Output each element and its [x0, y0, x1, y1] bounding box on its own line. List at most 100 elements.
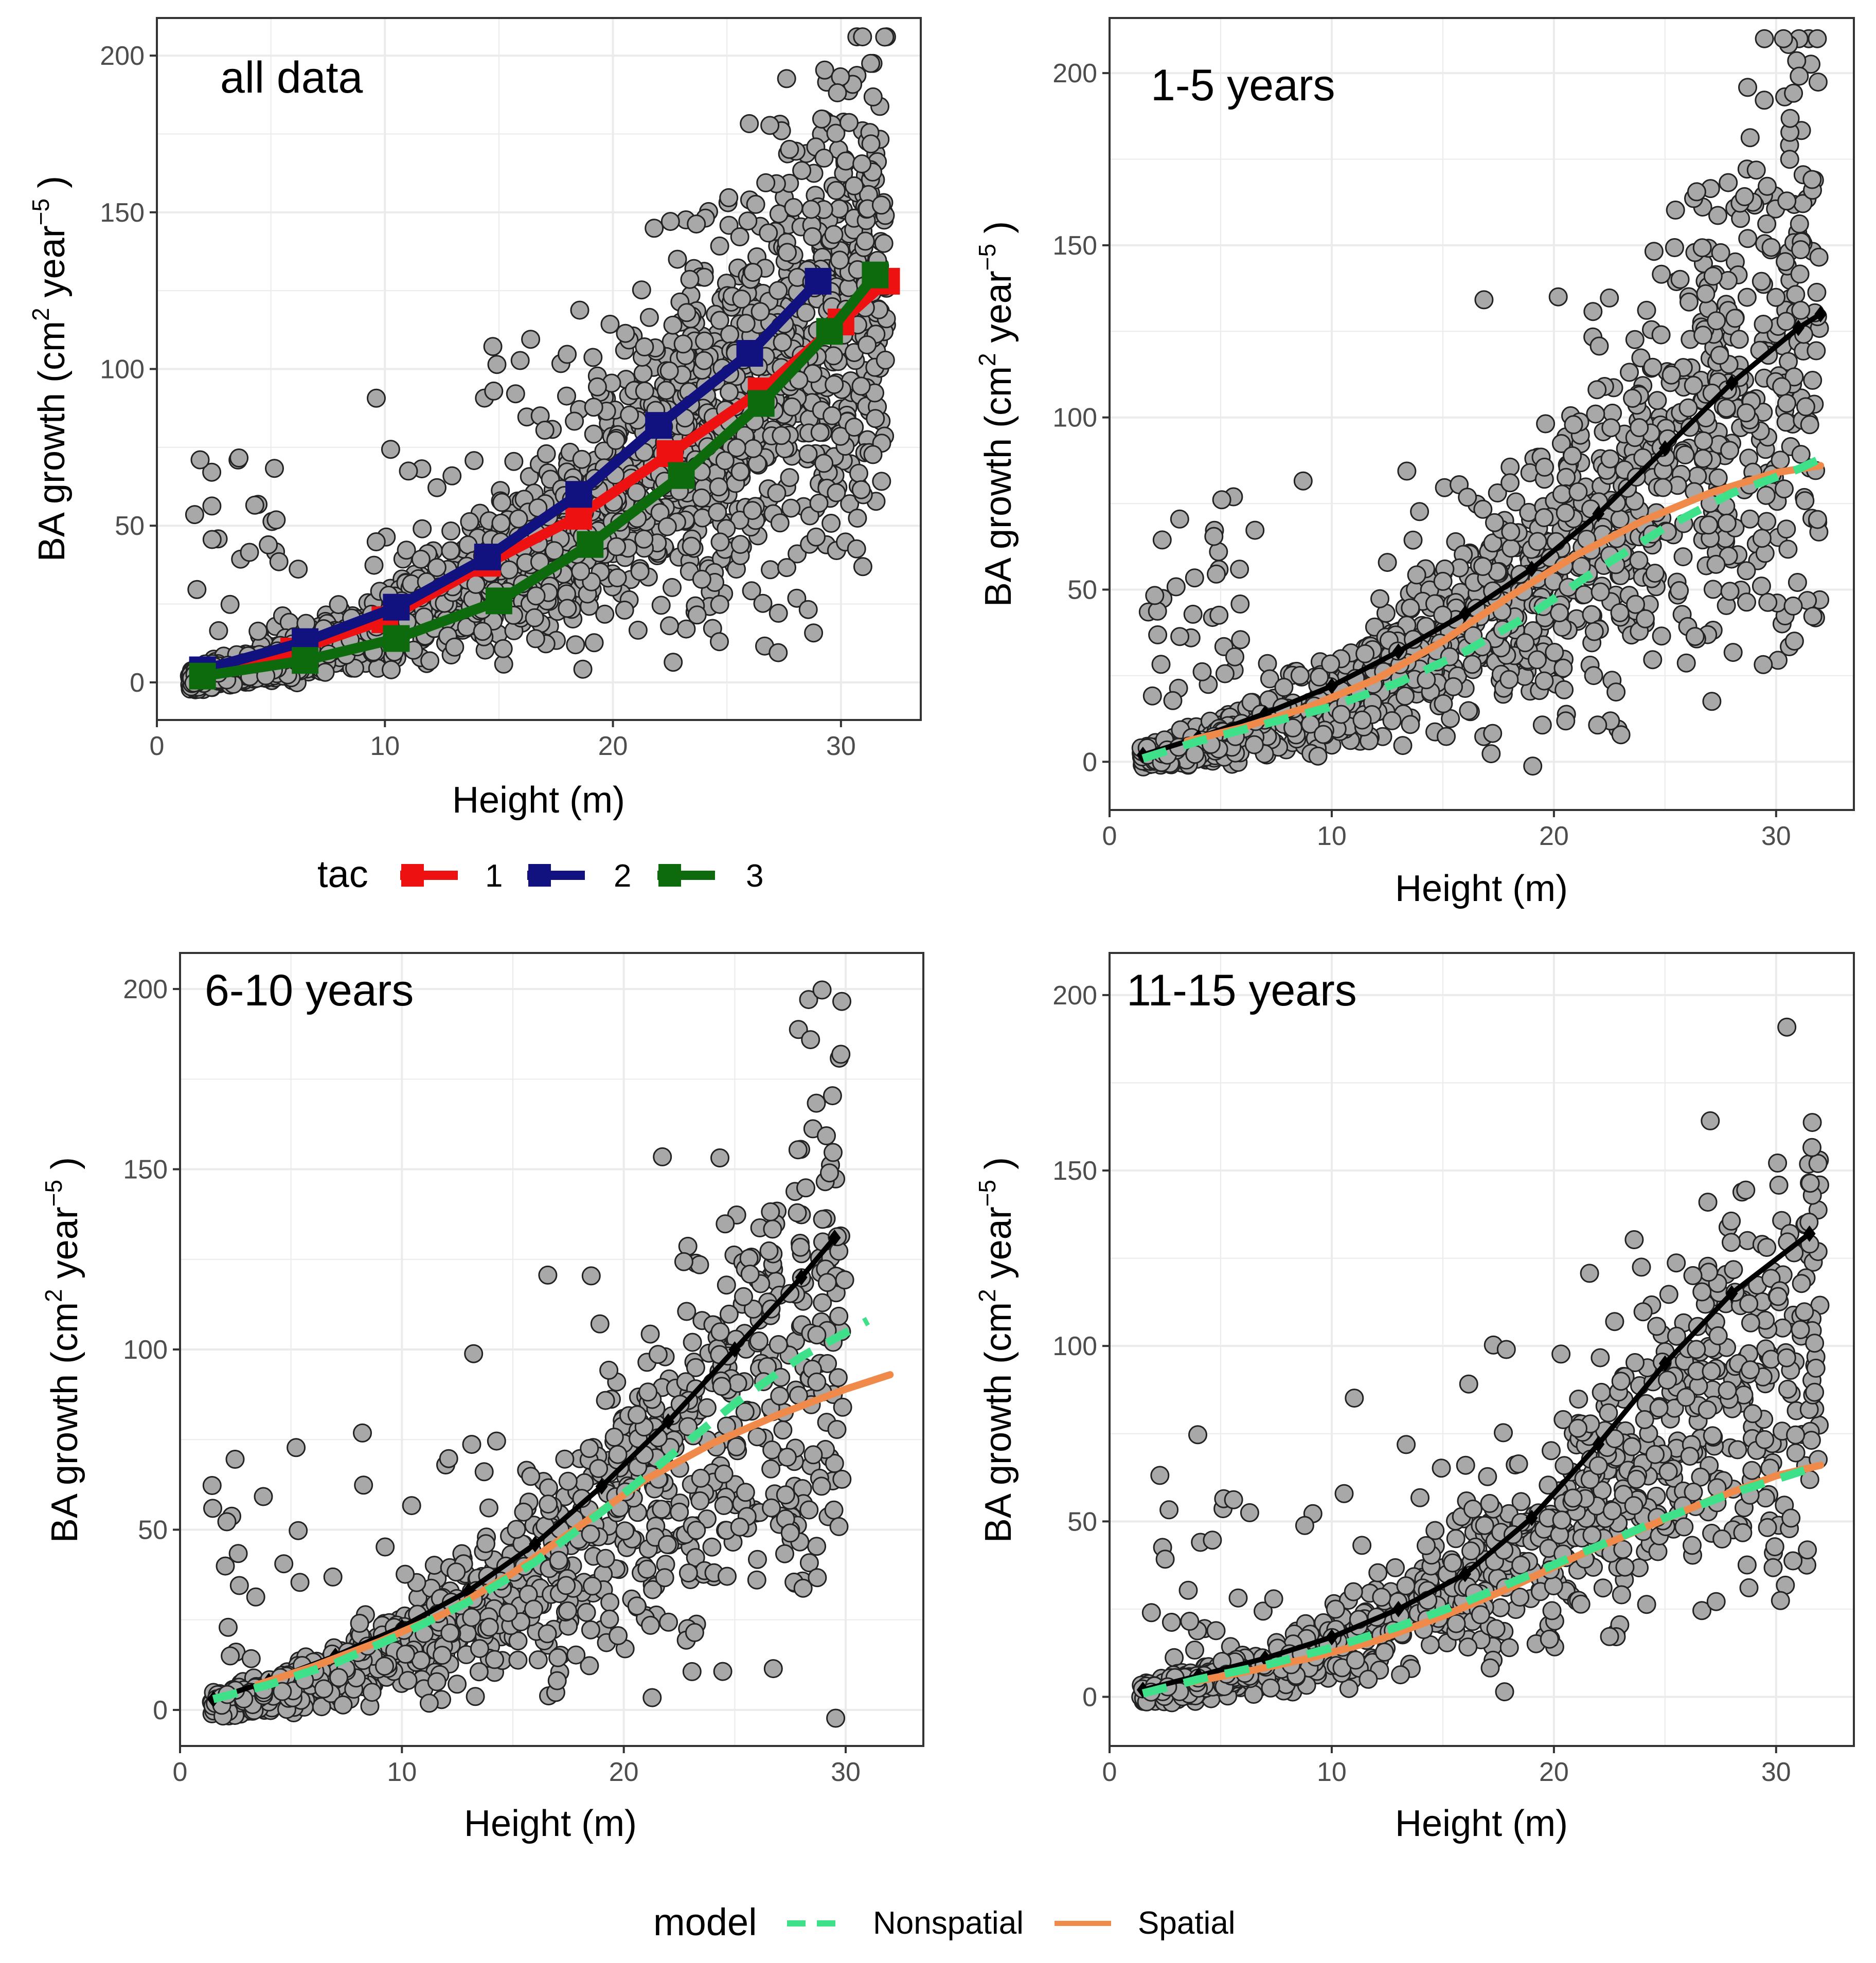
- x-axis-title: Height (m): [1395, 868, 1568, 909]
- scatter-point: [535, 421, 555, 440]
- scatter-point: [581, 1620, 600, 1640]
- scatter-point: [827, 181, 846, 200]
- x-tick-label: 20: [598, 731, 628, 761]
- scatter-point: [382, 660, 401, 679]
- scatter-point: [821, 514, 841, 533]
- scatter-point: [397, 541, 416, 560]
- scatter-point: [1625, 330, 1645, 349]
- y-title-mid: year: [31, 225, 73, 308]
- scatter-point: [1807, 341, 1826, 361]
- scatter-point: [584, 633, 604, 653]
- scatter-point: [1796, 397, 1815, 417]
- scatter-point: [259, 535, 278, 554]
- y-tick-label: 0: [1082, 747, 1097, 777]
- scatter-point: [290, 1573, 310, 1592]
- scatter-point: [660, 616, 679, 636]
- scatter-point: [483, 337, 503, 356]
- scatter-point: [1142, 686, 1162, 706]
- scatter-point: [1717, 513, 1737, 533]
- scatter-point: [248, 621, 268, 641]
- scatter-point: [1675, 445, 1695, 464]
- scatter-point: [1687, 182, 1706, 202]
- scatter-point: [809, 493, 829, 513]
- scatter-point: [491, 513, 511, 533]
- y-title-mid: year: [978, 271, 1019, 353]
- scatter-point: [1528, 532, 1547, 551]
- scatter-point: [1752, 529, 1772, 548]
- scatter-point: [777, 558, 796, 578]
- scatter-point: [1729, 330, 1749, 349]
- scatter-point: [229, 448, 249, 467]
- scatter-point: [1623, 389, 1642, 408]
- scatter-point: [1737, 592, 1756, 612]
- scatter-point: [555, 1449, 575, 1469]
- scatter-point: [1591, 582, 1610, 602]
- scatter-point: [1630, 418, 1649, 437]
- scatter-point: [583, 348, 603, 367]
- scatter-point: [1790, 264, 1810, 284]
- scatter-point: [1314, 725, 1333, 744]
- series-marker-3: [577, 531, 604, 558]
- scatter-point: [448, 1674, 467, 1694]
- scatter-point: [1757, 214, 1777, 233]
- scatter-point: [1584, 666, 1603, 686]
- scatter-point: [589, 1459, 609, 1478]
- scatter-point: [1553, 658, 1573, 678]
- scatter-point: [1692, 238, 1712, 258]
- scatter-point: [857, 335, 877, 355]
- scatter-point: [839, 113, 859, 132]
- scatter-point: [1552, 484, 1571, 504]
- scatter-point: [440, 1623, 460, 1643]
- scatter-point: [413, 519, 432, 538]
- scatter-point: [1637, 300, 1656, 320]
- scatter-point: [545, 541, 564, 561]
- scatter-point: [1661, 365, 1681, 385]
- scatter-point: [266, 510, 286, 530]
- scatter-point: [664, 653, 683, 672]
- scatter-point: [441, 541, 460, 561]
- scatter-point: [329, 595, 348, 615]
- scatter-point: [831, 67, 850, 86]
- scatter-point: [1145, 586, 1165, 605]
- y-title-sup: −5: [974, 244, 1000, 271]
- scatter-point: [830, 250, 849, 270]
- scatter-point: [1708, 468, 1728, 488]
- scatter-point: [652, 1500, 671, 1519]
- scatter-point: [847, 539, 866, 559]
- scatter-point: [460, 512, 479, 531]
- scatter-point: [1321, 654, 1341, 674]
- scatter-point: [720, 382, 739, 402]
- scatter-point: [781, 498, 801, 518]
- scatter-point: [682, 536, 701, 556]
- scatter-point: [773, 333, 792, 352]
- scatter-point: [1809, 247, 1829, 267]
- series-marker-2: [474, 544, 501, 571]
- scatter-point: [289, 560, 308, 579]
- scatter-point: [1515, 633, 1535, 653]
- scatter-point: [751, 302, 770, 321]
- scatter-point: [1738, 78, 1757, 97]
- scatter-point: [229, 1576, 249, 1595]
- scatter-point: [763, 1219, 782, 1239]
- scatter-point: [656, 381, 676, 400]
- y-tick-label: 150: [100, 198, 145, 228]
- scatter-point: [1702, 692, 1722, 711]
- series-marker-2: [645, 412, 672, 439]
- y-axis-title: BA growth (cm2 year−5 ): [27, 176, 73, 562]
- scatter-point: [753, 593, 773, 613]
- x-tick-label: 30: [826, 731, 856, 761]
- scatter-point: [607, 537, 626, 556]
- scatter-point: [1620, 363, 1639, 382]
- scatter-point: [761, 560, 780, 580]
- scatter-point: [221, 1646, 240, 1666]
- scatter-point: [1244, 735, 1264, 754]
- scatter-point: [600, 1593, 620, 1612]
- x-tick-label: 10: [1317, 821, 1347, 851]
- scatter-point: [792, 161, 812, 181]
- scatter-point: [628, 620, 648, 640]
- scatter-point: [642, 1688, 662, 1707]
- scatter-point: [220, 595, 240, 614]
- scatter-point: [254, 1487, 273, 1506]
